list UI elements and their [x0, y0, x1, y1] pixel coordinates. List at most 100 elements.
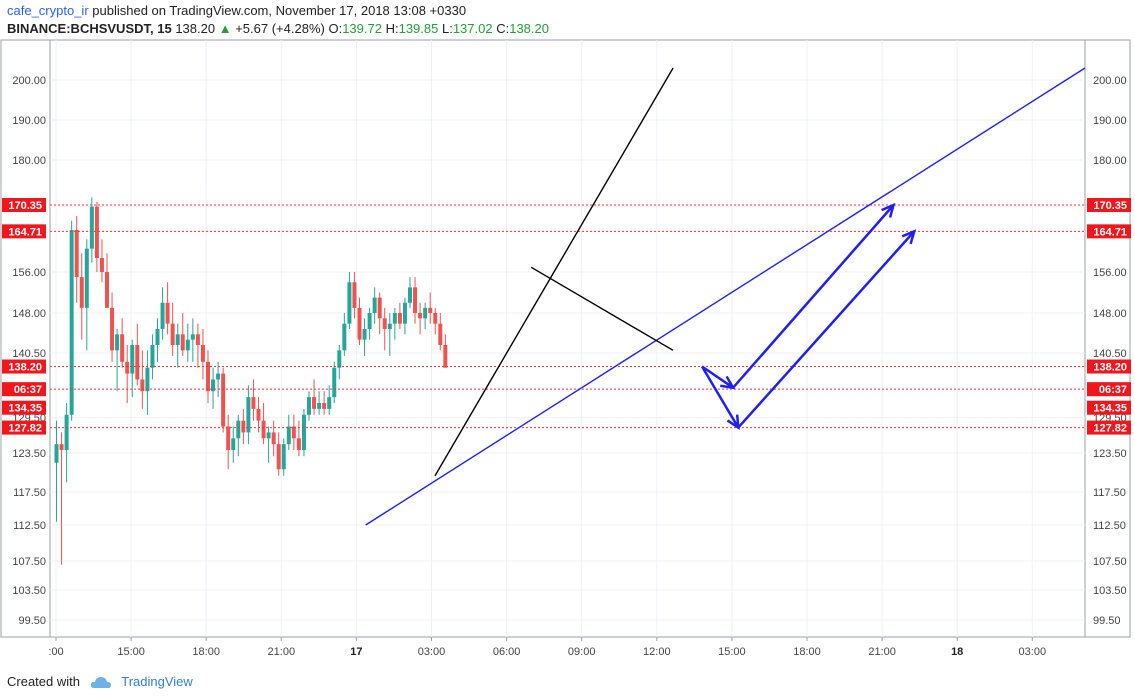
candle-body [438, 323, 443, 345]
candle [140, 350, 145, 409]
y-tick-label-left: 148.00 [12, 308, 46, 320]
price-tag-label: 127.82 [1093, 423, 1127, 435]
y-tick-label-right: 140.50 [1093, 348, 1127, 360]
created-with-text: Created with [7, 674, 80, 689]
candle-body [69, 230, 74, 415]
candle-body [110, 307, 115, 351]
candle [286, 414, 291, 451]
candle-body [296, 438, 301, 451]
publish-header: cafe_crypto_ir published on TradingView.… [7, 3, 466, 18]
candle [256, 397, 261, 433]
y-tick-label-right: 103.50 [1093, 585, 1127, 597]
candle-body [402, 302, 407, 324]
candle-body [64, 414, 69, 451]
candle [382, 307, 387, 351]
candle-body [211, 379, 216, 392]
price-tag-label: 170.35 [1093, 200, 1127, 212]
projection-arrowhead [901, 229, 917, 245]
candle [160, 287, 165, 340]
candle-body [94, 206, 99, 258]
candle [94, 202, 99, 272]
y-tick-label-left: 180.00 [12, 155, 46, 167]
symbol-header: BINANCE:BCHSVUSDT, 15 138.20 ▲ +5.67 (+4… [7, 21, 549, 36]
close-label: C: [496, 21, 510, 36]
x-tick-label: :00 [48, 646, 63, 658]
candle-body [443, 345, 448, 368]
candle-body [155, 329, 160, 345]
price-tag-bg [1087, 420, 1131, 435]
price-tag-bg [1087, 224, 1131, 239]
x-tick-label: 12:00 [643, 646, 671, 658]
y-tick-label-left: 99.50 [18, 615, 46, 627]
candle-body [74, 230, 79, 278]
projection-arrowhead [720, 375, 736, 390]
tradingview-cloud-icon [90, 677, 111, 688]
y-tick-label-right: 156.00 [1093, 267, 1127, 279]
candle [170, 302, 175, 356]
x-tick-label: 03:00 [1019, 646, 1047, 658]
y-tick-label-left: 200.00 [12, 75, 46, 87]
price-tag-bg [1087, 400, 1131, 415]
price-tag-left: 170.35 [2, 198, 46, 213]
candle-body [226, 426, 231, 451]
tradingview-link[interactable]: TradingView [121, 674, 193, 689]
candle [69, 220, 74, 421]
candle-body [332, 367, 337, 398]
candle [251, 379, 256, 421]
x-tick-label: 17 [350, 646, 362, 658]
candle-body [120, 334, 125, 362]
candle-body [251, 397, 256, 409]
candle [145, 350, 150, 415]
candle [367, 307, 372, 340]
candle [231, 426, 236, 463]
candle [291, 414, 296, 451]
y-tick-label-right: 117.50 [1093, 487, 1126, 499]
candle [408, 277, 412, 308]
candle [175, 323, 180, 368]
candle-body [59, 444, 64, 451]
candle [115, 329, 120, 392]
x-tick-label: 03:00 [418, 646, 446, 658]
x-tick-label: 18:00 [192, 646, 220, 658]
price-tag-left: 138.20 [2, 359, 46, 374]
candle-body [105, 272, 109, 308]
price-tag-label: 06:37 [14, 384, 42, 396]
candle-body [423, 307, 428, 319]
x-tick-label: 18:00 [793, 646, 821, 658]
footer: Created with TradingView [7, 674, 193, 689]
candle [246, 385, 251, 445]
plot-frame [49, 39, 1086, 638]
y-tick-label-left: 156.00 [12, 267, 46, 279]
candle-body [79, 277, 84, 308]
price-tag-label: 06:37 [1099, 384, 1127, 396]
y-tick-label-right: 190.00 [1093, 115, 1127, 127]
trendline [530, 266, 674, 351]
candle [155, 318, 160, 362]
candle [337, 345, 342, 380]
candle [322, 391, 327, 415]
candle [307, 391, 311, 421]
candle [190, 318, 195, 362]
candle [150, 334, 155, 380]
candle-body [433, 313, 438, 324]
candle-body [382, 318, 387, 329]
candle-body [89, 206, 94, 249]
candle [372, 287, 377, 324]
price-tag-label: 127.82 [8, 423, 42, 435]
author-link[interactable]: cafe_crypto_ir [7, 3, 89, 18]
candle-body [135, 345, 140, 380]
candle [125, 345, 130, 403]
candle-body [408, 287, 412, 303]
y-tick-label-left: 123.50 [12, 448, 46, 460]
published-text: published on TradingView.com, November 1… [92, 3, 467, 18]
high-value: 139.85 [398, 21, 439, 36]
candle [377, 292, 382, 335]
x-tick-label: 15:00 [117, 646, 145, 658]
candle-body [216, 373, 221, 380]
candle-body [418, 313, 423, 319]
trendline [365, 67, 1086, 526]
candle [110, 292, 115, 362]
candle [301, 408, 306, 457]
candle-body [170, 323, 175, 345]
